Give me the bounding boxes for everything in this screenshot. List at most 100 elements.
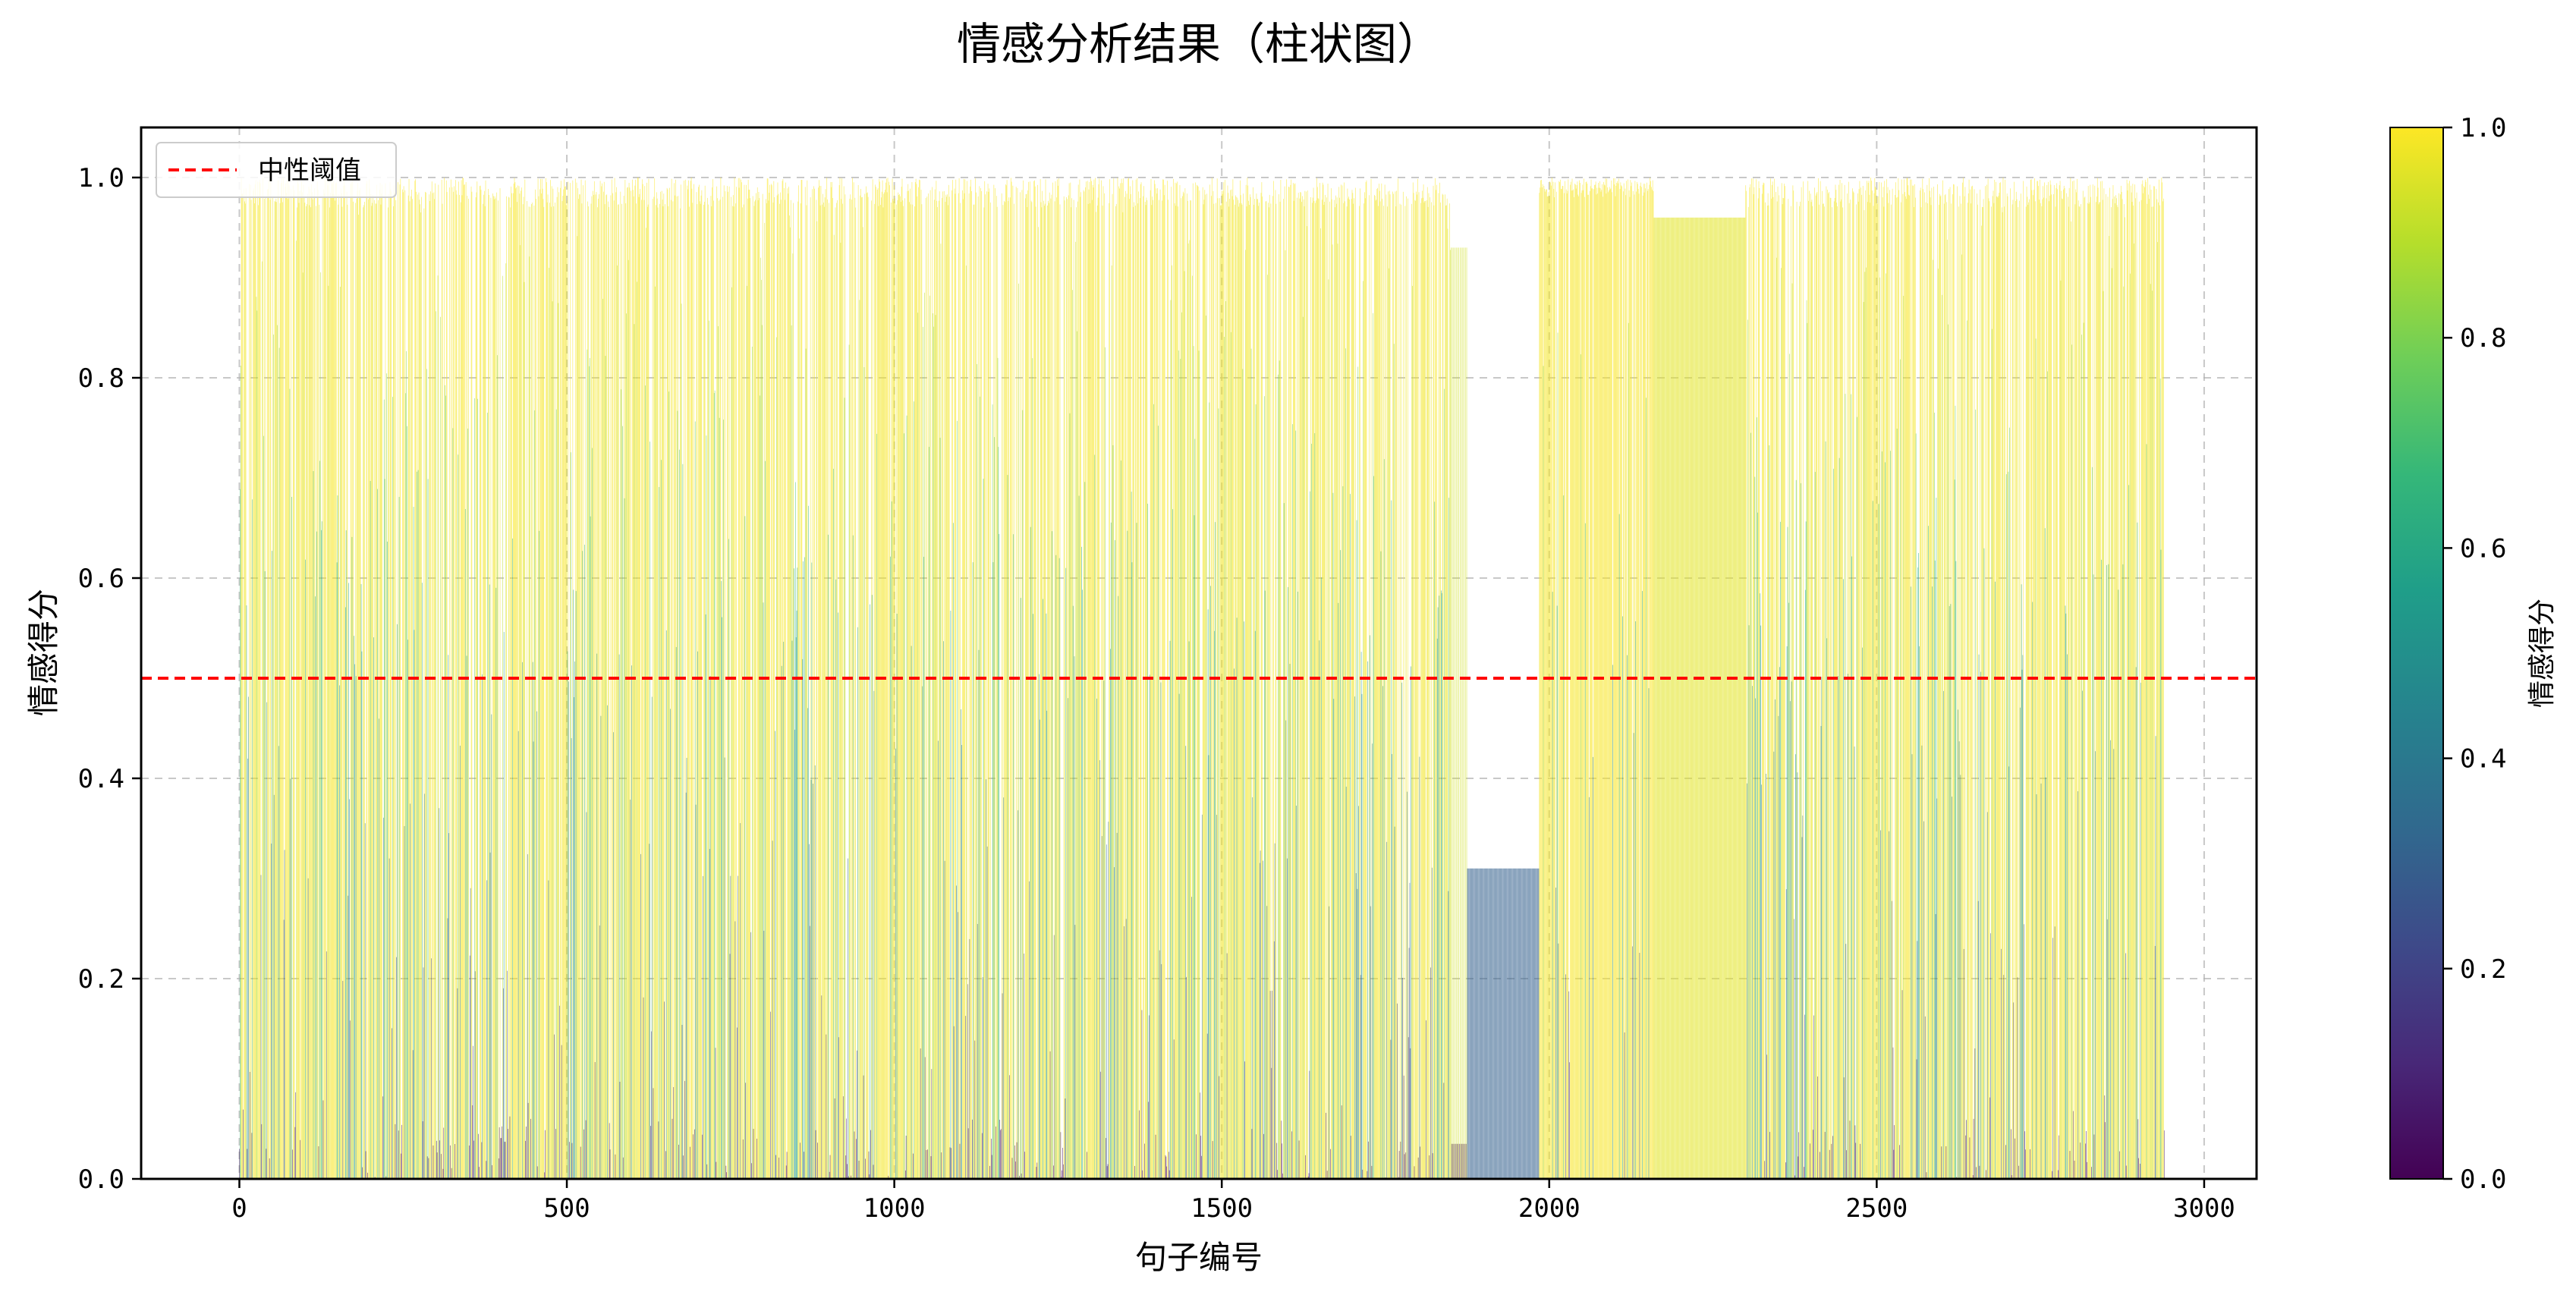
bar — [1147, 503, 1149, 1179]
bar — [1259, 203, 1260, 1179]
bar — [1221, 205, 1222, 1179]
bar — [1965, 1135, 1967, 1179]
bar — [2111, 207, 2112, 1179]
bar — [1971, 186, 1972, 1179]
bar — [1320, 228, 1321, 1179]
bar — [1461, 1143, 1463, 1179]
chart-title: 情感分析结果（柱状图） — [957, 18, 1441, 70]
bar — [665, 1151, 666, 1179]
bar — [1058, 178, 1059, 1179]
bar — [1592, 188, 1593, 1179]
bar — [791, 325, 792, 1179]
bar — [1716, 217, 1717, 1179]
bar — [338, 194, 340, 1179]
bar — [1930, 205, 1932, 1179]
bar — [2074, 204, 2076, 1179]
bar — [355, 676, 357, 1179]
bar — [1112, 445, 1114, 1179]
bar — [1037, 184, 1039, 1179]
bar — [1159, 189, 1161, 1179]
bar — [758, 192, 760, 1179]
bar — [650, 1126, 651, 1179]
bar — [793, 203, 794, 1179]
bar — [487, 412, 488, 1179]
bar — [1644, 184, 1646, 1179]
bar — [275, 202, 276, 1179]
bar — [1470, 868, 1471, 1179]
bar — [1536, 868, 1537, 1179]
bar — [1076, 207, 1077, 1179]
bar — [370, 193, 372, 1179]
bar — [1742, 217, 1744, 1179]
bar — [1604, 185, 1606, 1179]
bar — [675, 646, 677, 1179]
bar — [252, 499, 253, 1179]
bar — [1423, 184, 1424, 1179]
bar — [431, 958, 432, 1179]
bar — [268, 189, 269, 1179]
bar — [929, 190, 931, 1179]
bar — [920, 190, 922, 1179]
bar — [1697, 217, 1698, 1179]
bar — [1590, 179, 1592, 1179]
bar — [556, 196, 558, 1179]
bar — [1292, 183, 1294, 1179]
bar — [2103, 291, 2104, 1179]
bar — [1417, 1157, 1419, 1179]
bar — [1651, 187, 1652, 1179]
bar — [327, 185, 329, 1179]
bar — [1704, 217, 1706, 1179]
bar — [1043, 206, 1045, 1179]
bar — [914, 182, 916, 1179]
bar — [1142, 1170, 1143, 1179]
bar — [2035, 338, 2037, 1179]
bar — [1016, 1142, 1018, 1179]
bars — [239, 178, 2165, 1179]
bar — [1898, 190, 1900, 1179]
bar — [1545, 191, 1546, 1179]
bar — [936, 181, 937, 1179]
bar — [1959, 196, 1961, 1179]
bar — [341, 206, 343, 1179]
bar — [1137, 178, 1138, 1179]
bar — [701, 190, 703, 1179]
bar — [418, 192, 420, 1179]
bar — [1575, 188, 1577, 1179]
bar — [1607, 187, 1608, 1179]
x-tick-label: 2500 — [1845, 1193, 1908, 1224]
bar — [1801, 837, 1803, 1179]
colorbar-tick-label: 0.0 — [2460, 1164, 2506, 1195]
bar — [2134, 198, 2136, 1179]
bar — [1848, 181, 1849, 1179]
bar — [496, 192, 498, 1179]
bar — [890, 556, 891, 1179]
bar — [1747, 319, 1748, 1179]
bar — [1589, 797, 1590, 1179]
bar — [744, 516, 746, 1179]
bar — [2024, 1131, 2025, 1179]
bar — [813, 188, 815, 1179]
bar — [2154, 945, 2156, 1179]
bar — [1833, 468, 1834, 1179]
bar — [506, 196, 507, 1179]
bar — [1225, 301, 1226, 1179]
bar — [700, 195, 702, 1179]
bar — [1864, 272, 1866, 1179]
bar — [1437, 607, 1439, 1179]
bar — [1725, 217, 1727, 1179]
bar — [518, 186, 520, 1179]
bar — [2133, 205, 2134, 1179]
bar — [353, 201, 354, 1179]
bar — [831, 187, 832, 1179]
bar — [1816, 191, 1818, 1179]
bar — [645, 385, 646, 1179]
bar — [870, 1130, 871, 1179]
bar — [1163, 195, 1165, 1179]
bar — [1338, 602, 1339, 1179]
bar — [488, 189, 489, 1179]
bar — [843, 186, 845, 1179]
bar — [1373, 194, 1375, 1179]
bar — [343, 185, 344, 1179]
bar — [1122, 212, 1124, 1179]
bar — [2158, 202, 2159, 1179]
